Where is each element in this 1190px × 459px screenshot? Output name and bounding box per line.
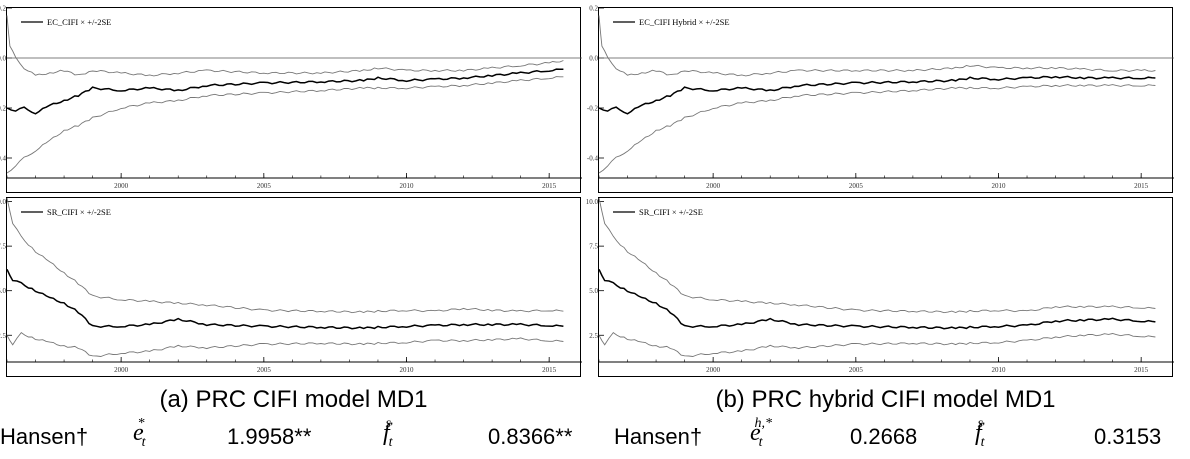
x-tick-label: 2000 [114,366,129,374]
x-tick-label: 2015 [542,366,557,374]
stat-f-value-b: 0.3153 [1094,424,1162,449]
series-line-lower [6,331,564,357]
e-base-a: e [133,420,144,446]
y-tick-label: 0.0 [589,55,598,63]
series-line-estimate [6,68,564,115]
y-tick-label: 0.0 [0,55,7,63]
y-tick-label: 2.5 [0,332,7,340]
stat-f-symbol-a: fts [383,416,399,451]
series-line-upper [598,197,1156,314]
stat-f-symbol-b: fts [975,416,991,451]
e-sub-b: t [758,434,763,450]
y-tick-label: 10.0 [0,198,7,206]
chart-ec-cifi-hybrid: 2000 2005 2010 2015 0.2 0.0 -0.2 -0.4 EC_CIFI Hy… [587,5,1174,190]
y-tick-label: 7.5 [0,243,7,251]
x-tick-label: 2005 [257,366,272,374]
y-tick-label: -0.2 [587,105,599,113]
x-tick-label: 2000 [706,366,721,374]
f-base-a: f [383,420,390,446]
x-tick-label: 2010 [991,182,1006,190]
x-tick-label: 2015 [1134,366,1149,374]
chart-panel-ec-cifi: 2000 2005 2010 2015 0.2 0.0 -0.2 -0.4 EC_CIFI × … [0,5,582,193]
y-tick-label: 5.0 [0,287,7,295]
chart-sr-cifi-hybrid: 2000 2005 2010 2015 10.0 7.5 5.0 2.5 SR_CIFI × +… [586,197,1174,374]
y-tick-label: 2.5 [589,332,598,340]
series-line-lower [6,76,564,174]
caption-a: (a) PRC CIFI model MD1 [159,386,428,413]
y-tick-label: 0.2 [589,5,598,13]
y-tick-label: -0.2 [0,105,6,113]
legend-label: SR_CIFI × +/-2SE [639,207,703,217]
x-tick-label: 2005 [849,182,864,190]
e-sup-b: h,* [754,416,773,431]
series-line-estimate [598,75,1156,115]
stat-e-symbol-b: et h,* [750,416,782,451]
legend-label: EC_CIFI Hybrid × +/-2SE [639,17,730,27]
x-tick-label: 2005 [257,182,272,190]
f-sub-b: t [980,434,985,450]
series-line-lower [598,84,1156,174]
x-tick-label: 2010 [399,366,414,374]
series-line-upper [6,197,564,314]
stat-label-b: Hansen† [614,424,703,449]
y-tick-label: 10.0 [586,198,599,206]
stat-e-value-a: 1.9958** [227,424,312,449]
series-line-estimate [6,268,564,330]
e-sup-a: * [137,416,145,431]
e-base-b: e [750,420,761,446]
y-tick-label: 5.0 [589,287,598,295]
f-sup-a: s [385,416,392,431]
series-line-lower [598,331,1156,357]
chart-panel-sr-cifi: 2000 2005 2010 2015 10.0 7.5 5.0 2.5 SR_CIFI × +… [0,197,582,377]
f-sub-a: t [388,434,393,450]
e-sub-a: t [141,434,146,450]
x-tick-label: 2015 [542,182,557,190]
y-tick-label: 7.5 [589,243,598,251]
x-tick-label: 2000 [114,182,129,190]
x-tick-label: 2005 [849,366,864,374]
series-line-estimate [598,268,1156,330]
chart-panel-sr-cifi-hybrid: 2000 2005 2010 2015 10.0 7.5 5.0 2.5 SR_CIFI × +… [586,197,1174,377]
x-tick-label: 2010 [399,182,414,190]
f-sup-b: s [977,416,984,431]
stat-f-value-a: 0.8366** [488,424,573,449]
y-tick-label: 0.2 [0,5,7,13]
chart-ec-cifi: 2000 2005 2010 2015 0.2 0.0 -0.2 -0.4 EC_CIFI × … [0,5,582,190]
legend-label: EC_CIFI × +/-2SE [47,17,111,27]
x-tick-label: 2015 [1134,182,1149,190]
stat-label-a: Hansen† [0,424,89,449]
chart-panel-ec-cifi-hybrid: 2000 2005 2010 2015 0.2 0.0 -0.2 -0.4 EC_CIFI Hy… [587,5,1174,193]
stat-e-symbol-a: et * [133,416,155,451]
chart-sr-cifi: 2000 2005 2010 2015 10.0 7.5 5.0 2.5 SR_CIFI × +… [0,197,582,374]
x-tick-label: 2010 [991,366,1006,374]
series-line-upper [598,15,1156,77]
caption-b: (b) PRC hybrid CIFI model MD1 [715,386,1056,413]
y-tick-label: -0.4 [587,155,599,163]
series-line-upper [6,15,564,77]
f-base-b: f [975,420,982,446]
legend-label: SR_CIFI × +/-2SE [47,207,111,217]
y-tick-label: -0.4 [0,155,6,163]
x-tick-label: 2000 [706,182,721,190]
stat-e-value-b: 0.2668 [850,424,918,449]
